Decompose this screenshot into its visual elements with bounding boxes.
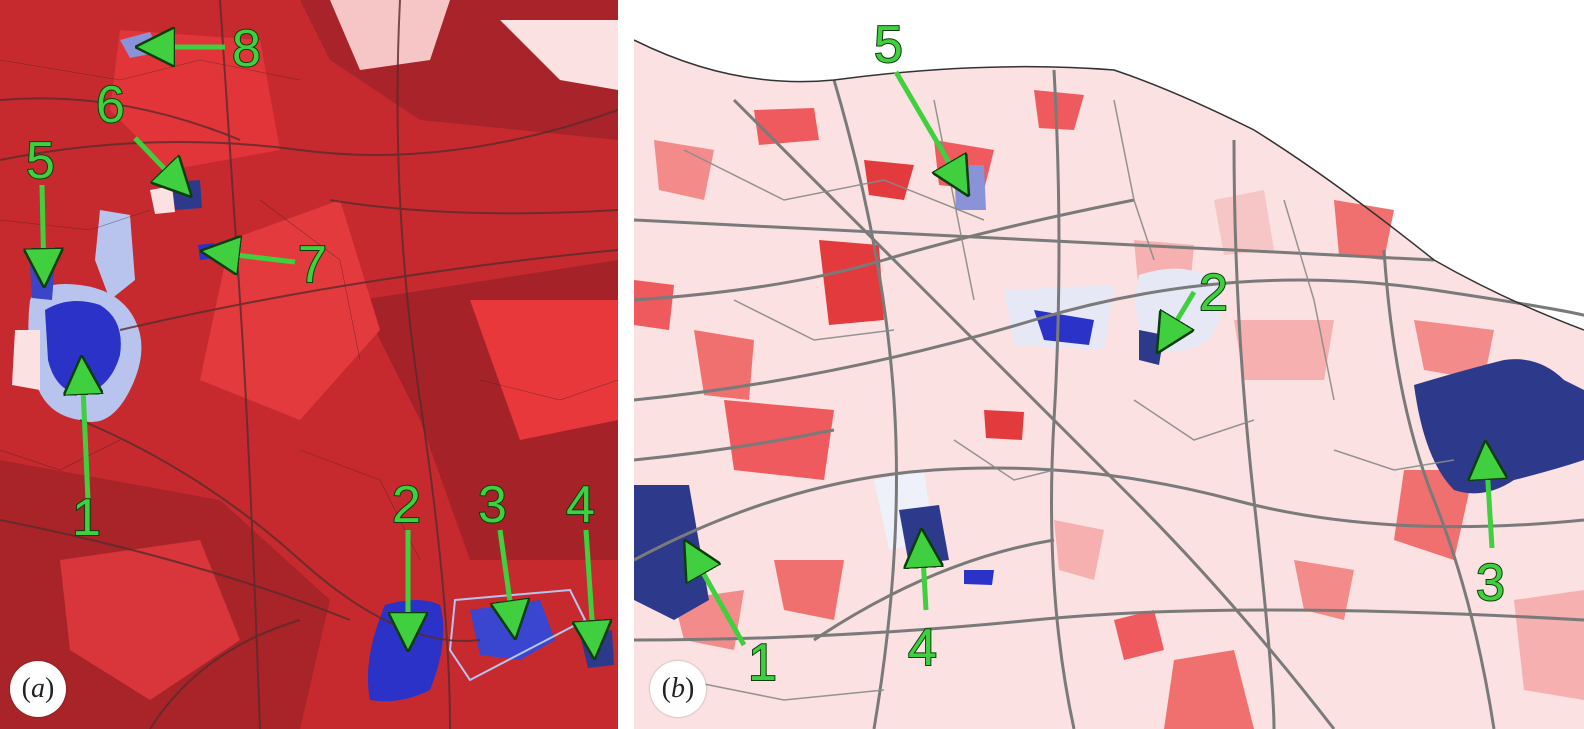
marker-label-3: 3 <box>478 476 507 534</box>
marker-label-b-3: 3 <box>1476 554 1505 612</box>
boundary-lines-a <box>0 59 618 561</box>
map-panel-a: 1 2 3 4 5 6 7 8 (a) <box>0 0 618 729</box>
marker-labels-a: 1 2 3 4 5 6 7 8 <box>25 19 596 548</box>
arrow-5 <box>42 184 44 278</box>
panel-label-b: (b) <box>650 661 706 717</box>
marker-labels-b: 1 2 3 4 5 <box>747 15 1506 693</box>
panel-separator <box>618 0 634 729</box>
marker-label-5: 5 <box>26 132 55 190</box>
region-pale-west <box>12 330 40 390</box>
region-blue-3-outline <box>448 588 587 682</box>
region-southwest-mid <box>60 540 240 700</box>
marker-label-4: 4 <box>566 476 595 534</box>
marker-label-8: 8 <box>232 20 261 78</box>
road-network-b <box>634 69 1584 729</box>
map-b-canvas: 1 2 3 4 5 <box>634 0 1584 729</box>
region-north-pale <box>330 0 450 70</box>
marker-label-b-5: 5 <box>874 16 903 74</box>
arrow-b-3 <box>1486 450 1492 549</box>
arrow-7 <box>210 252 296 262</box>
sea-area <box>634 0 1584 330</box>
arrow-b-1 <box>689 548 747 647</box>
marker-label-b-4: 4 <box>908 619 937 677</box>
region-blue-b3 <box>1414 359 1584 494</box>
map-a-canvas: 1 2 3 4 5 6 7 8 <box>0 0 618 729</box>
arrow-6 <box>133 136 185 190</box>
coastline <box>634 39 1584 331</box>
panel-label-a: (a) <box>10 661 66 717</box>
marker-label-b-1: 1 <box>748 634 777 692</box>
marker-arrows-b <box>689 70 1492 647</box>
minor-roads-b <box>683 99 1455 701</box>
arrow-3 <box>500 529 514 630</box>
region-blue-b1 <box>634 485 709 620</box>
arrow-1 <box>82 365 88 501</box>
region-blue-small <box>964 570 994 585</box>
region-ne-pale <box>500 20 618 90</box>
marker-label-6: 6 <box>96 76 125 134</box>
marker-arrows-a <box>42 47 594 650</box>
map-panel-b: 1 2 3 4 5 (b) <box>634 0 1584 729</box>
arrow-4 <box>586 529 594 650</box>
marker-label-7: 7 <box>298 236 327 294</box>
region-blue-1-north <box>95 210 135 300</box>
arrow-b-2 <box>1162 290 1197 345</box>
marker-label-1: 1 <box>72 489 101 547</box>
region-blue-b5 <box>954 165 986 210</box>
arrow-b-5 <box>893 70 964 188</box>
marker-label-2: 2 <box>392 476 421 534</box>
marker-label-b-2: 2 <box>1199 264 1228 322</box>
region-east-bright <box>470 300 618 440</box>
arrow-b-4 <box>922 538 926 611</box>
region-blue-center <box>1034 310 1094 345</box>
